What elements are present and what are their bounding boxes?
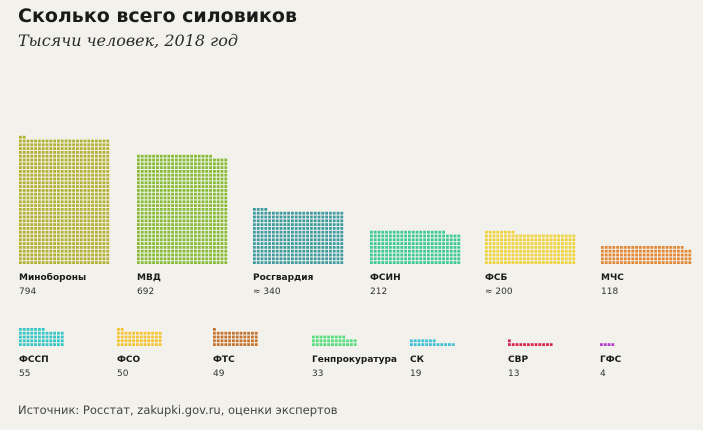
waffle-12 <box>508 339 553 346</box>
category-label: ФСБ <box>485 273 508 283</box>
waffle-1 <box>19 135 110 264</box>
value-label: ≈ 340 <box>253 287 281 297</box>
value-label: 55 <box>19 369 30 379</box>
value-label: 794 <box>19 287 36 297</box>
waffle-11 <box>410 339 455 346</box>
waffle-2 <box>137 154 228 264</box>
category-label: ФТС <box>213 355 235 365</box>
category-label: ФСО <box>117 355 141 365</box>
category-label: ФССП <box>19 355 49 365</box>
value-label: 118 <box>601 287 618 297</box>
waffle-6 <box>601 246 692 264</box>
value-label: 19 <box>410 369 422 379</box>
waffle-3 <box>253 208 344 264</box>
value-label: 4 <box>600 369 606 379</box>
category-label: МВД <box>137 273 161 283</box>
value-label: ≈ 200 <box>485 287 513 297</box>
category-label: СВР <box>508 355 528 365</box>
category-label: МЧС <box>601 273 624 283</box>
source-note: Источник: Росстат, zakupki.gov.ru, оценк… <box>18 403 338 417</box>
value-label: 212 <box>370 287 387 297</box>
category-label: Минобороны <box>19 272 86 283</box>
value-label: 13 <box>508 369 519 379</box>
waffle-4 <box>370 230 461 264</box>
waffle-7 <box>19 328 64 346</box>
waffle-10 <box>312 335 357 346</box>
category-label: Генпрокуратура <box>312 355 397 365</box>
value-label: 33 <box>312 369 323 379</box>
category-label: ГФС <box>600 355 622 365</box>
chart-subtitle: Тысячи человек, 2018 год <box>18 31 239 50</box>
chart-title: Сколько всего силовиков <box>18 5 298 27</box>
value-label: 50 <box>117 369 129 379</box>
value-label: 692 <box>137 287 154 297</box>
waffle-9 <box>213 328 258 346</box>
waffle-13 <box>600 343 615 346</box>
category-label: ФСИН <box>370 273 401 283</box>
value-label: 49 <box>213 369 225 379</box>
category-label: Росгвардия <box>253 273 314 283</box>
category-label: СК <box>410 355 425 365</box>
waffle-8 <box>117 328 162 346</box>
waffle-5 <box>485 230 576 264</box>
